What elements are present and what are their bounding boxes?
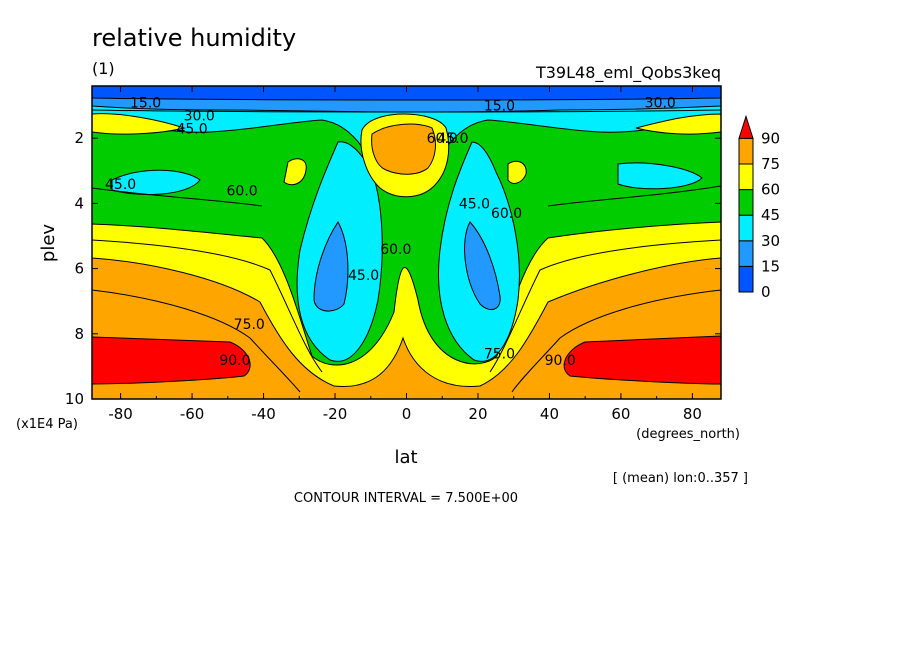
contour-label: 60.0	[491, 206, 522, 222]
contour-line	[92, 109, 401, 113]
x-tick-label: -80	[108, 405, 133, 423]
x-tick-label: 20	[468, 405, 487, 423]
band-15-right	[464, 221, 501, 311]
y-tick-label: 6	[74, 260, 84, 278]
chart-title: relative humidity	[92, 24, 296, 52]
colorbar-label: 0	[761, 283, 771, 301]
contour-label: 45.0	[105, 177, 136, 193]
y-tick-label: 4	[74, 194, 84, 212]
band-60-upper-e	[635, 113, 721, 135]
band-75-equator	[371, 123, 436, 175]
contour-label: 45.0	[176, 121, 207, 137]
contour-label: 45.0	[459, 196, 490, 212]
contour-label: 90.0	[219, 353, 250, 369]
chart-subtitle: (1)	[92, 59, 115, 78]
x-tick-label: 60	[611, 405, 630, 423]
x-tick-label: 40	[540, 405, 559, 423]
colorbar-label: 15	[761, 257, 780, 275]
y-axis: 2 4 6 8 10	[65, 129, 721, 408]
contour-label: 90.0	[545, 353, 576, 369]
colorbar-swatch	[738, 214, 754, 242]
band-15-left	[313, 221, 349, 312]
contour-label: 60.0	[227, 183, 258, 199]
colorbar: 0 15 30 45 60 75 90	[738, 114, 780, 301]
x-axis-label: lat	[394, 447, 417, 468]
contour-line	[547, 185, 721, 207]
contour-label: 75.0	[234, 317, 265, 333]
contour-label: 30.0	[184, 108, 215, 124]
x-tick-label: -60	[180, 405, 205, 423]
contour-label: 60.0	[427, 131, 458, 147]
contour-interval-note: CONTOUR INTERVAL = 7.500E+00	[294, 491, 518, 506]
contour-label: 15.0	[484, 99, 515, 115]
run-label: T39L48_eml_Qobs3keq	[535, 63, 721, 83]
band-90-south	[92, 336, 251, 385]
colorbar-swatch	[738, 265, 754, 293]
contour-label: 15.0	[130, 95, 161, 111]
contour-label: 45.0	[348, 268, 379, 284]
y-axis-units: (x1E4 Pa)	[16, 417, 78, 432]
y-tick-label: 10	[65, 390, 84, 408]
band-30-island-w	[111, 169, 201, 196]
contour-labels: 15.0 15.030.045.030.045.0 60.060.045.045.0…	[105, 95, 676, 369]
plot-area	[92, 86, 721, 399]
colorbar-label: 90	[761, 129, 780, 147]
y-axis-label: plev	[38, 224, 59, 263]
contour-line	[92, 187, 263, 207]
contour-line	[92, 289, 301, 393]
contour-line	[489, 239, 721, 373]
colorbar-swatch	[738, 240, 754, 267]
band-0-top	[92, 86, 721, 101]
x-axis: -80 -60 -40 -20 0 20 40 60 80	[108, 86, 702, 423]
contour-label: 60.0	[380, 242, 411, 258]
contour-label: 30.0	[645, 95, 676, 111]
x-tick-label: 80	[683, 405, 702, 423]
x-tick-label: -20	[323, 405, 348, 423]
band-30-island-e	[617, 162, 703, 190]
colorbar-swatch	[738, 137, 754, 165]
colorbar-label: 75	[761, 155, 780, 173]
band-60-upper-w	[92, 113, 186, 135]
footer-note: [ (mean) lon:0..357 ]	[613, 471, 748, 486]
contour-lines	[92, 109, 721, 393]
contour-label: 45.0	[437, 131, 468, 147]
y-tick-label: 2	[74, 129, 84, 147]
contour-line	[511, 289, 721, 393]
contour-label: 75.0	[484, 346, 515, 362]
colorbar-label: 30	[761, 232, 780, 250]
band-90-north	[563, 335, 721, 385]
colorbar-top-arrow	[738, 114, 754, 139]
colorbar-label: 60	[761, 181, 780, 199]
contour-line	[92, 239, 323, 373]
band-60-patch-w	[283, 158, 307, 186]
x-tick-label: -40	[251, 405, 276, 423]
colorbar-swatch	[738, 189, 754, 216]
x-tick-label: 0	[402, 405, 412, 423]
x-axis-units: (degrees_north)	[636, 427, 740, 442]
band-60-patch-e	[507, 160, 527, 184]
contour-line	[399, 109, 721, 113]
y-tick-label: 8	[74, 325, 84, 343]
colorbar-swatch	[738, 163, 754, 191]
colorbar-label: 45	[761, 206, 780, 224]
